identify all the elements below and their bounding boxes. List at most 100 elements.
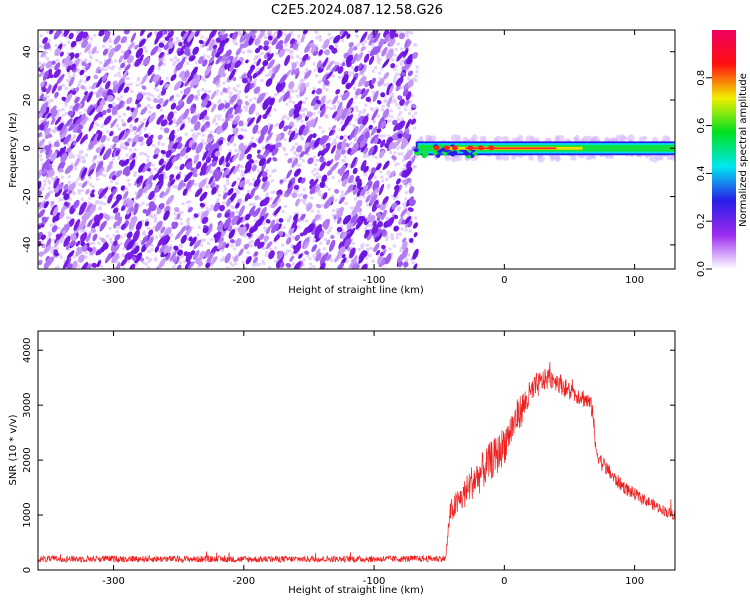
spectrogram-noise-cell	[392, 158, 396, 162]
spectrogram-noise-cell	[411, 94, 415, 98]
spectrogram-noise-blob	[316, 60, 322, 69]
spectrogram-noise-blob	[323, 198, 333, 209]
spectrogram-noise-cell	[106, 129, 110, 133]
spectrogram-noise-blob	[205, 36, 212, 47]
spectrogram-noise-blob	[102, 76, 108, 84]
spectrogram-noise-cell	[257, 262, 261, 266]
spectrogram-noise-cell	[229, 118, 233, 122]
spectrogram-noise-cell	[199, 243, 203, 247]
spectrogram-noise-blob	[217, 103, 225, 111]
spectrogram-noise-cell	[180, 122, 184, 126]
spectrogram-noise-cell	[255, 112, 259, 116]
spectrogram-noise-blob	[44, 127, 51, 136]
spectrogram-noise-blob	[286, 186, 293, 195]
spectrogram-noise-blob	[62, 188, 68, 196]
spectrogram-noise-blob	[106, 108, 112, 114]
spectrogram-y-tick-label: -20	[22, 188, 33, 204]
spectrogram-noise-cell	[153, 167, 157, 171]
spectrogram-noise-cell	[281, 89, 285, 93]
spectrogram-noise-blob	[63, 235, 71, 247]
spectrogram-noise-cell	[91, 216, 95, 220]
spectrogram-x-axis-label: Height of straight line (km)	[288, 285, 424, 296]
spectrogram-noise-cell	[112, 157, 116, 161]
spectrogram-noise-blob	[397, 95, 403, 101]
spectrogram-noise-blob	[238, 120, 244, 127]
spectrogram-noise-blob	[338, 241, 344, 250]
spectrogram-noise-blob	[103, 30, 110, 35]
spectrogram-noise-cell	[357, 130, 361, 134]
spectrogram-noise-blob	[78, 254, 85, 263]
spectrogram-noise-cell	[47, 100, 51, 104]
spectrogram-noise-cell	[45, 99, 49, 103]
colorbar-tick-label: 0.2	[696, 213, 707, 229]
spectrogram-noise-cell	[48, 141, 52, 145]
spectrogram-noise-blob	[178, 42, 183, 47]
spectrogram-noise-cell	[139, 152, 143, 156]
spectrogram-noise-blob	[366, 212, 372, 223]
spectrogram-noise-blob	[170, 147, 176, 153]
spectrogram-noise-cell	[214, 114, 218, 118]
spectrogram-noise-cell	[400, 59, 404, 63]
spectrogram-noise-cell	[285, 102, 289, 106]
spectrogram-noise-cell	[272, 34, 276, 38]
spectrogram-noise-cell	[109, 145, 113, 149]
spectrogram-noise-cell	[165, 76, 169, 80]
spectrogram-noise-cell	[348, 266, 352, 269]
spectrogram-noise-cell	[253, 57, 257, 61]
spectrogram-noise-cell	[201, 88, 205, 92]
spectrogram-noise-cell	[310, 117, 314, 121]
spectrogram-noise-cell	[299, 82, 303, 86]
spectrogram-noise-blob	[49, 105, 57, 114]
spectrogram-noise-blob	[177, 142, 182, 150]
spectrogram-noise-blob	[210, 182, 216, 187]
spectrogram-noise-cell	[109, 61, 113, 65]
spectrogram-noise-cell	[233, 37, 237, 41]
spectrogram-noise-cell	[270, 190, 274, 194]
spectrogram-noise-cell	[193, 138, 197, 142]
spectrogram-noise-blob	[396, 252, 406, 263]
spectrogram-noise-cell	[370, 225, 374, 229]
spectrogram-noise-blob	[122, 166, 131, 175]
spectrogram-noise-cell	[241, 261, 245, 265]
spectrogram-noise-cell	[51, 65, 55, 69]
spectrogram-noise-cell	[260, 52, 264, 56]
spectrogram-noise-cell	[252, 263, 256, 267]
spectrogram-noise-blob	[182, 108, 190, 120]
spectrogram-noise-cell	[80, 229, 84, 233]
spectrogram-noise-cell	[281, 117, 285, 121]
spectrogram-noise-blob	[264, 143, 271, 150]
spectrogram-noise-blob	[63, 30, 71, 37]
spectrogram-noise-blob	[282, 90, 290, 102]
spectrogram-noise-cell	[316, 190, 320, 194]
spectrogram-noise-blob	[358, 254, 366, 264]
spectrogram-noise-cell	[342, 59, 346, 63]
signal-band-halo	[479, 135, 487, 141]
spectrogram-noise-cell	[72, 154, 76, 158]
spectrogram-noise-cell	[301, 218, 305, 222]
spectrogram-noise-blob	[158, 179, 164, 190]
spectrogram-noise-blob	[157, 98, 164, 105]
spectrogram-noise-blob	[51, 109, 58, 120]
spectrogram-noise-blob	[322, 192, 328, 200]
spectrogram-noise-cell	[247, 49, 251, 53]
spectrogram-noise-blob	[149, 74, 155, 84]
spectrogram-noise-cell	[97, 200, 101, 204]
spectrogram-noise-cell	[102, 195, 106, 199]
spectrogram-noise-cell	[179, 261, 183, 265]
spectrogram-noise-cell	[160, 127, 164, 131]
spectrogram-noise-blob	[345, 82, 352, 90]
spectrogram-noise-blob	[373, 228, 382, 239]
spectrogram-noise-cell	[237, 190, 241, 194]
spectrogram-noise-blob	[293, 168, 302, 177]
spectrogram-noise-cell	[39, 154, 43, 158]
spectrogram-noise-blob	[245, 194, 252, 199]
spectrogram-noise-cell	[350, 206, 354, 210]
spectrogram-noise-cell	[282, 193, 286, 197]
spectrogram-noise-cell	[399, 145, 403, 149]
spectrogram-noise-blob	[351, 184, 357, 191]
spectrogram-noise-blob	[363, 53, 370, 63]
spectrogram-noise-cell	[402, 55, 406, 59]
spectrogram-noise-blob	[243, 38, 251, 49]
spectrogram-noise-cell	[354, 95, 358, 99]
spectrogram-noise-cell	[371, 182, 375, 186]
